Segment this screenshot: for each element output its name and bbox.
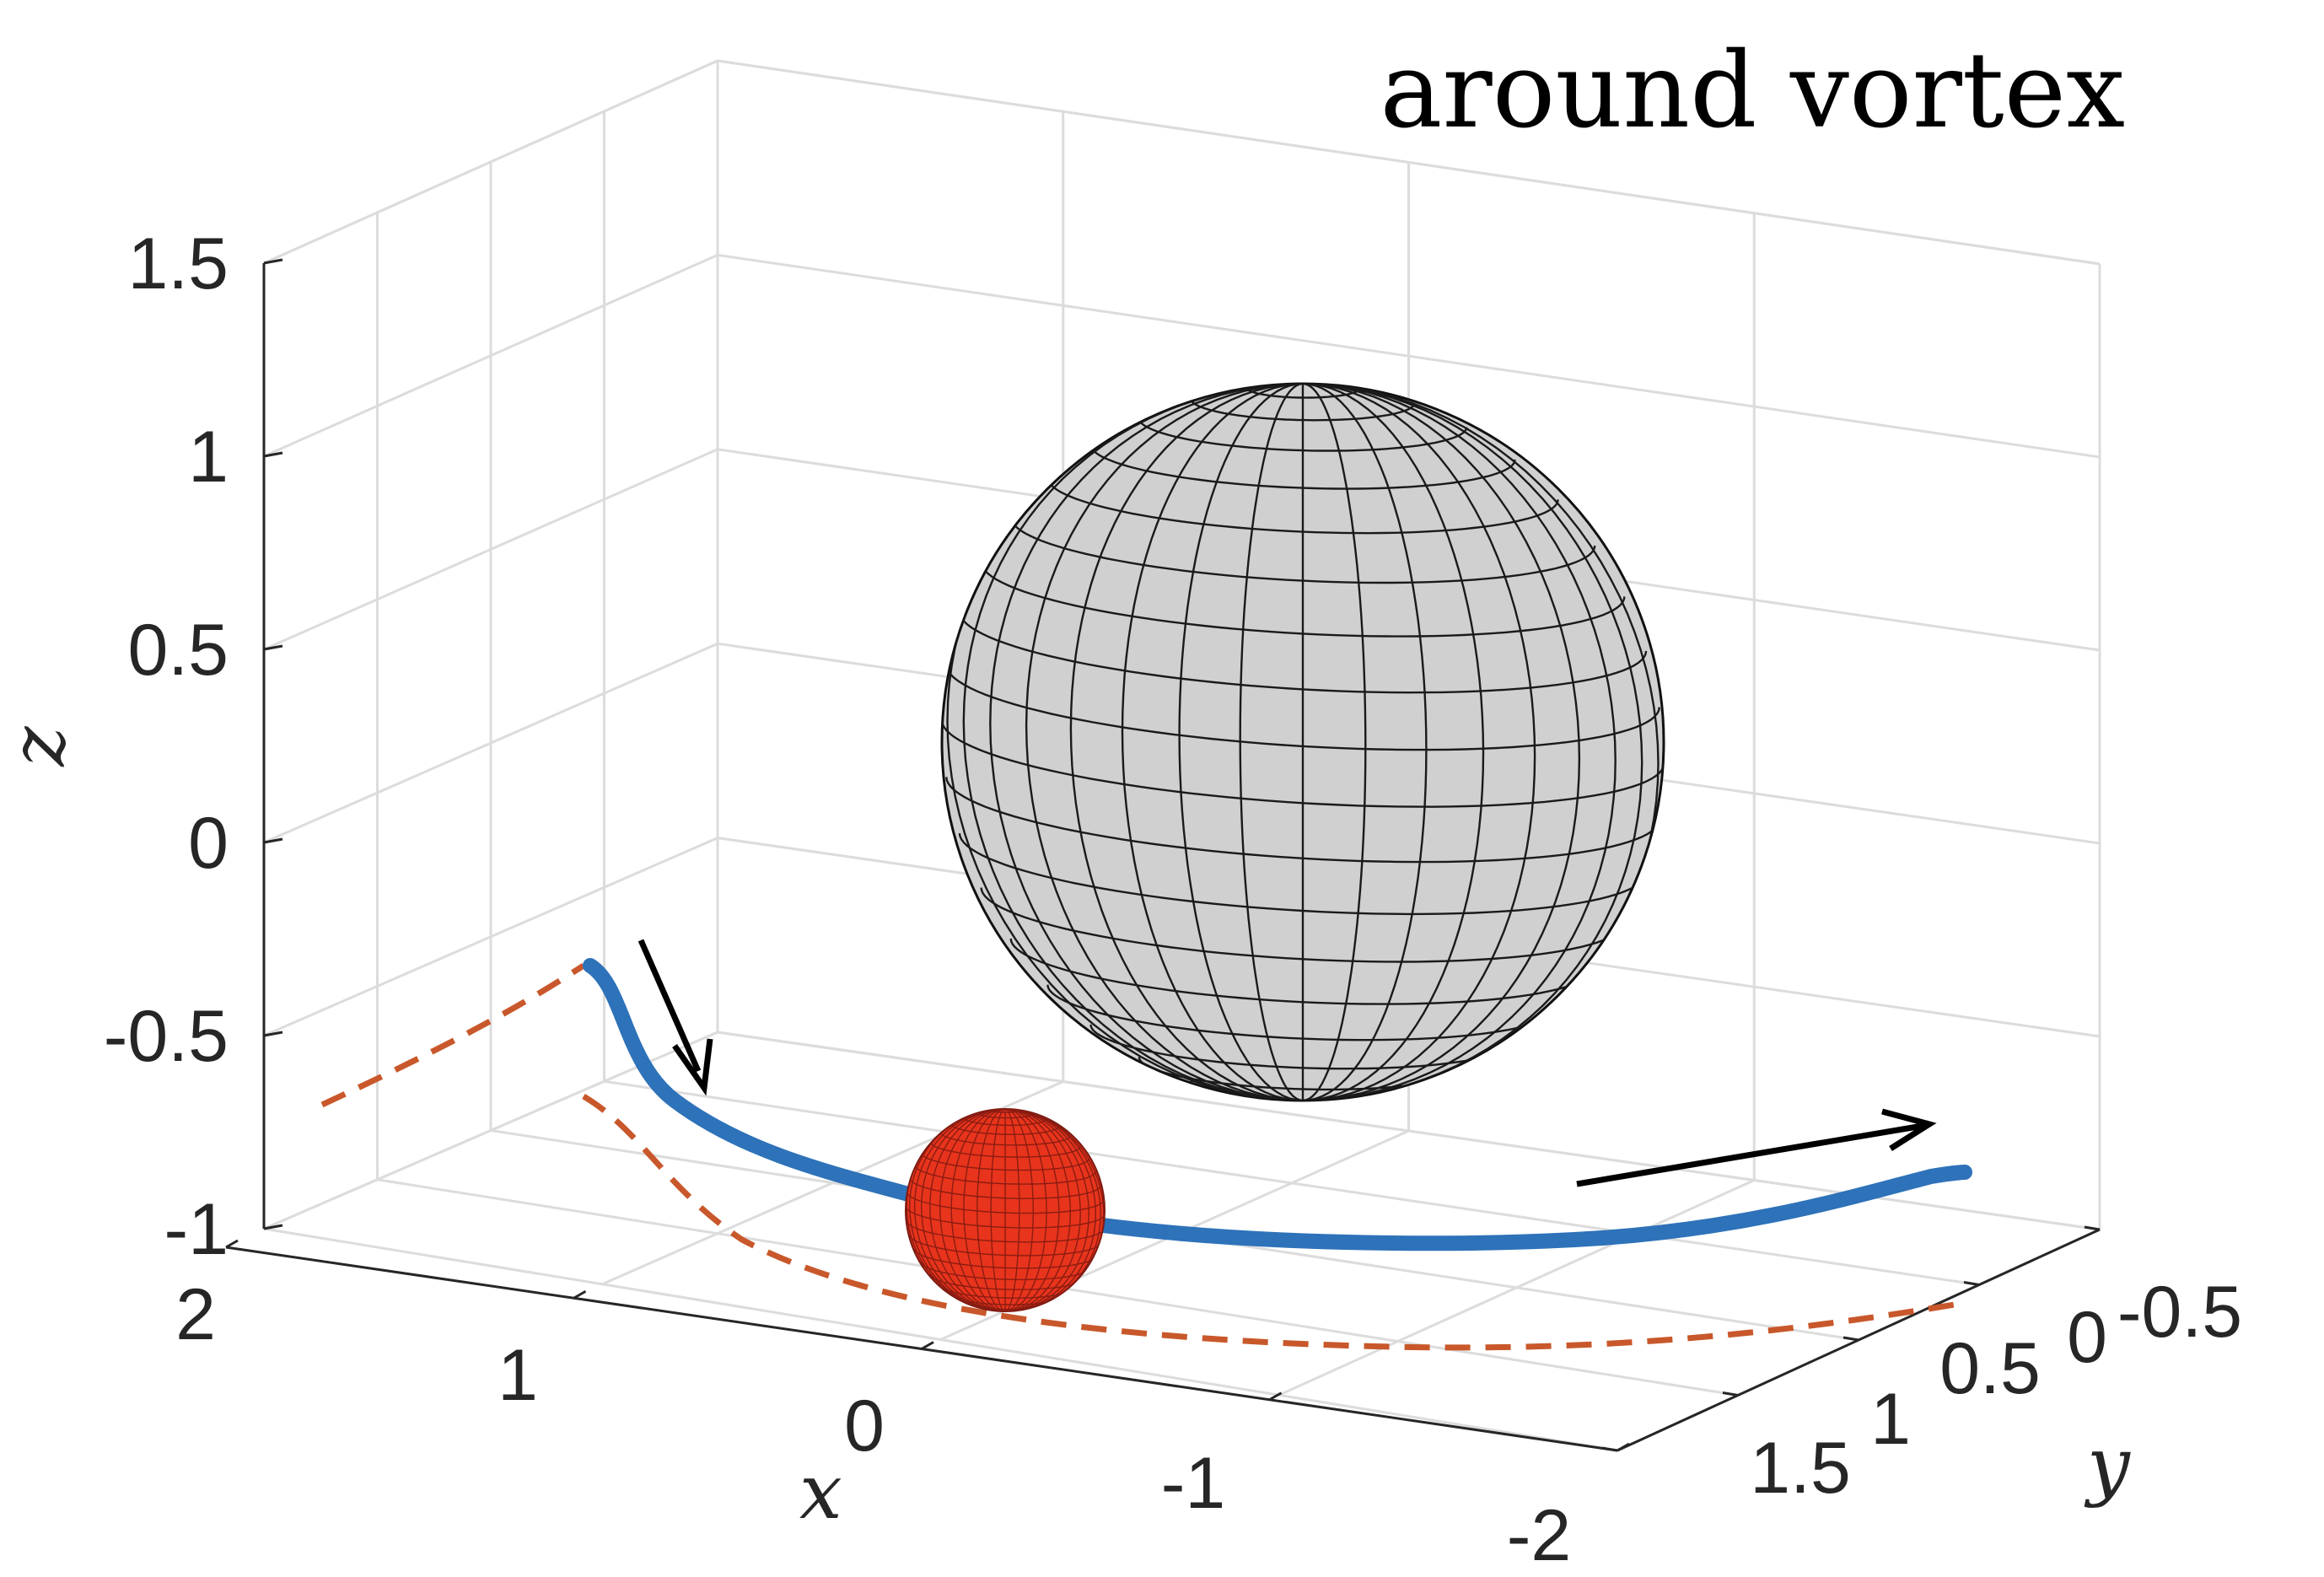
axes-layer [225,258,2101,1452]
projection-layer [320,963,1966,1351]
y-tick-mark [2084,1225,2101,1231]
z-tick-label: 0 [188,803,229,884]
box-top-edge [263,59,2101,266]
x-tick-mark [921,1341,934,1350]
trajectory-segment-in [583,958,923,1203]
y-tick-label: 1.5 [1750,1428,1851,1509]
x-tick-label: 0 [844,1386,885,1467]
z-tick-label: 0.5 [127,610,229,691]
sphere-mesh-longitude [1004,1109,1090,1311]
z-tick-label: 1 [188,417,229,498]
small-sphere [905,1108,1106,1312]
projection-curve-wall [320,963,585,1108]
ellipsoid-mesh-longitude [989,384,1304,1101]
ellipsoid-mesh-longitude [1302,384,1367,1101]
z-tick-mark [263,1031,283,1037]
projection-curve-floor [582,1093,1966,1351]
x-tick-mark [1617,1442,1630,1452]
x-tick-mark [225,1239,239,1249]
trajectory-segment-out [1089,1165,1972,1251]
ellipsoid-mesh-longitude [1069,384,1304,1101]
sphere-mesh-longitude [913,1109,1006,1311]
y-tick-label: 1 [1870,1379,1911,1460]
ellipsoid-mesh-longitude [1302,384,1536,1101]
ellipsoid-mesh-longitude [1302,384,1617,1101]
z-tick-mark [263,258,283,265]
large-ellipsoid [940,382,1665,1102]
x-tick-mark [1268,1391,1283,1402]
arrow-right-head [1881,1108,1937,1151]
sphere-mesh-longitude [1004,1109,1047,1311]
y-gridline [603,111,1980,1286]
arrow-down-head [672,1038,713,1096]
trajectory-layer [583,958,1972,1251]
ellipsoid-mesh-longitude [1302,384,1581,1101]
z-axis-label: z [0,726,83,767]
sphere-mesh-longitude [1004,1109,1101,1311]
y-gridline [376,213,1739,1397]
sphere-mesh-longitude [909,1109,1006,1311]
ellipsoid-mesh-longitude [1239,384,1304,1101]
sphere-mesh-longitude [929,1109,1006,1311]
y-gridline [489,162,1859,1342]
sphere-mesh-longitude [963,1109,1006,1311]
sphere-mesh-longitude [990,1109,1006,1311]
sphere-mesh-longitude [976,1109,1006,1311]
y-tick-mark [1963,1281,1980,1286]
sphere-mesh-longitude [950,1109,1006,1311]
direction-arrows [637,939,1937,1187]
x-tick-label: 1 [498,1335,538,1416]
y-tick-mark [1722,1391,1739,1397]
x-axis-label: x [799,1448,842,1537]
sphere-mesh-longitude [1004,1109,1097,1311]
x-tick-label: -1 [1161,1443,1225,1524]
chart-title: around vortex [1380,30,2126,152]
z-tick-label: 1.5 [127,223,229,304]
z-tick-label: -0.5 [104,996,229,1077]
sphere-mesh-longitude [1004,1109,1060,1311]
y-tick-label: 0 [2067,1297,2107,1378]
z-tick-mark [263,1224,283,1230]
sphere-mesh-longitude [1004,1109,1034,1311]
sphere-mesh-longitude [939,1109,1006,1311]
sphere-mesh-longitude [920,1109,1006,1311]
y-tick-label: -0.5 [2117,1272,2242,1353]
z-tick-mark [263,837,283,844]
z-tick-mark [263,644,283,651]
x-tick-label: 2 [175,1274,216,1355]
ellipsoid-mesh-longitude [1025,384,1304,1101]
ellipsoid-mesh-longitude [962,384,1304,1101]
z-tick-label: -1 [164,1189,229,1270]
ellipsoid-mesh-longitude [1302,384,1428,1101]
ellipsoid-mesh-longitude [1178,384,1304,1101]
y-axis-label: y [2084,1421,2131,1510]
y-tick-mark [1601,1446,1618,1452]
y-tick-label: 0.5 [1939,1328,2041,1409]
sphere-mesh-longitude [1004,1109,1072,1311]
ellipsoid-mesh-longitude [1121,384,1304,1101]
y-tick-mark [1843,1336,1859,1342]
x-tick-mark [573,1289,587,1300]
y-gridline [716,61,2101,1231]
z-tick-mark [263,451,283,458]
x-tick-label: -2 [1507,1495,1571,1576]
sphere-mesh-longitude [1004,1109,1020,1311]
x-gridline [1617,264,2101,1452]
arrow-down-shaft [637,939,702,1073]
ellipsoid-mesh-longitude [1302,384,1643,1101]
arrow-right-shaft [1576,1122,1923,1187]
ellipsoid-mesh-longitude [1302,384,1485,1101]
sphere-mesh-longitude [1004,1109,1081,1311]
